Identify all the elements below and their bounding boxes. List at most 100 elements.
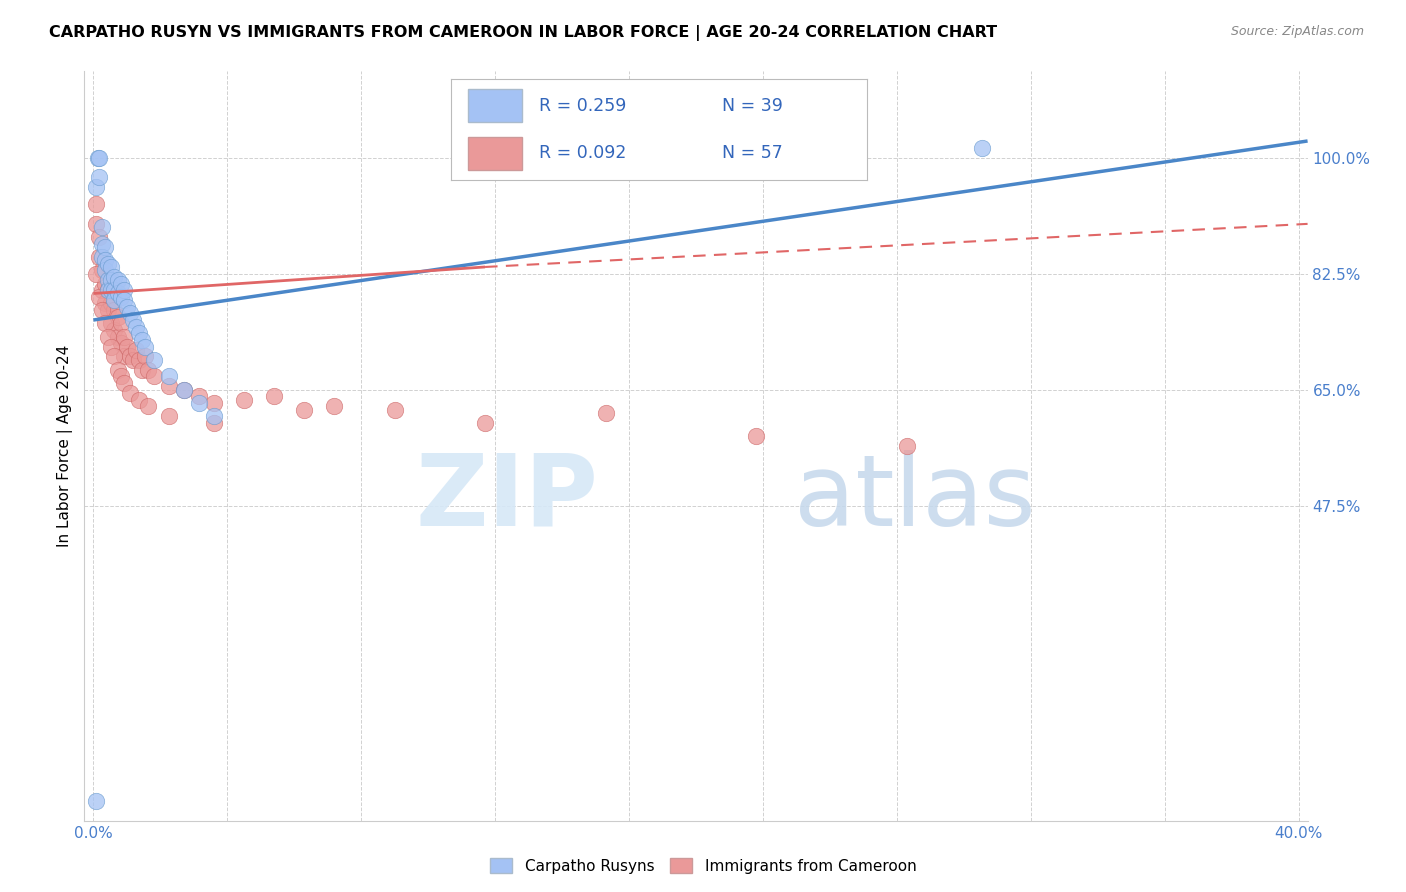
Point (115, 339, 138, 353)
Point (292, 402, 315, 417)
Point (124, 319, 146, 334)
Point (91, 283, 114, 297)
Point (89, 250, 111, 264)
Point (100, 316, 122, 330)
Point (128, 326, 150, 341)
Point (136, 399, 159, 413)
Point (118, 306, 141, 320)
Point (110, 277, 132, 291)
Point (107, 363, 129, 377)
Point (112, 283, 135, 297)
Point (173, 383, 195, 397)
Point (87, 151, 110, 165)
Point (107, 273, 129, 287)
Point (100, 273, 122, 287)
Legend: Carpatho Rusyns, Immigrants from Cameroon: Carpatho Rusyns, Immigrants from Cameroo… (484, 852, 922, 880)
Point (745, 429, 768, 443)
Point (86, 217, 108, 231)
Point (91, 263, 114, 277)
Point (97, 303, 120, 318)
Point (103, 323, 125, 337)
Point (94, 263, 117, 277)
Point (86, 180, 108, 194)
Text: Source: ZipAtlas.com: Source: ZipAtlas.com (1230, 25, 1364, 38)
Point (187, 396, 209, 410)
Point (202, 409, 225, 424)
Point (110, 316, 132, 330)
Point (128, 352, 150, 367)
Point (121, 313, 143, 327)
Point (97, 283, 120, 297)
Point (97, 329, 120, 343)
Point (91, 220, 114, 235)
Text: atlas: atlas (794, 450, 1035, 547)
Point (112, 293, 135, 307)
Point (173, 383, 195, 397)
Point (128, 392, 150, 407)
Point (91, 303, 114, 318)
Point (263, 389, 285, 403)
Point (107, 286, 129, 301)
Point (112, 329, 135, 343)
Point (157, 379, 180, 393)
Point (97, 273, 120, 287)
Point (112, 350, 135, 364)
Point (91, 236, 114, 251)
Point (136, 363, 159, 377)
Point (86, 267, 108, 281)
Y-axis label: In Labor Force | Age 20-24: In Labor Force | Age 20-24 (58, 345, 73, 547)
Point (94, 240, 117, 254)
Point (97, 283, 120, 297)
Point (107, 310, 129, 324)
Text: ZIP: ZIP (415, 450, 598, 547)
Point (97, 257, 120, 271)
Point (474, 416, 496, 430)
Point (110, 290, 132, 304)
Point (384, 402, 406, 417)
Point (972, 140, 994, 154)
Point (100, 260, 122, 274)
Point (118, 386, 141, 401)
Point (121, 352, 143, 367)
Point (896, 439, 918, 453)
Text: CARPATHO RUSYN VS IMMIGRANTS FROM CAMEROON IN LABOR FORCE | AGE 20-24 CORRELATIO: CARPATHO RUSYN VS IMMIGRANTS FROM CAMERO… (49, 25, 997, 41)
Point (103, 293, 125, 307)
Point (110, 369, 132, 384)
Point (86, 197, 108, 211)
Point (157, 369, 180, 384)
Point (94, 253, 117, 268)
Point (157, 409, 180, 424)
Point (142, 352, 165, 367)
Point (94, 296, 117, 310)
Point (100, 339, 122, 353)
Point (107, 329, 129, 343)
Point (100, 296, 122, 310)
Point (202, 396, 225, 410)
Point (134, 350, 156, 364)
Point (91, 250, 114, 264)
Point (131, 333, 153, 347)
Point (112, 376, 135, 390)
Point (142, 369, 165, 384)
Point (323, 399, 346, 413)
Point (103, 303, 125, 318)
Point (134, 339, 156, 353)
Point (118, 350, 141, 364)
Point (233, 392, 256, 407)
Point (103, 283, 125, 297)
Point (103, 269, 125, 284)
Point (187, 389, 209, 403)
Point (103, 350, 125, 364)
Point (110, 336, 132, 351)
Point (89, 170, 111, 185)
Point (86, 794, 108, 808)
Point (124, 343, 146, 357)
Point (595, 406, 617, 420)
Point (202, 416, 225, 430)
Point (89, 230, 111, 244)
Point (89, 151, 111, 165)
Point (94, 316, 117, 330)
Point (100, 283, 122, 297)
Point (131, 363, 153, 377)
Point (115, 300, 138, 314)
